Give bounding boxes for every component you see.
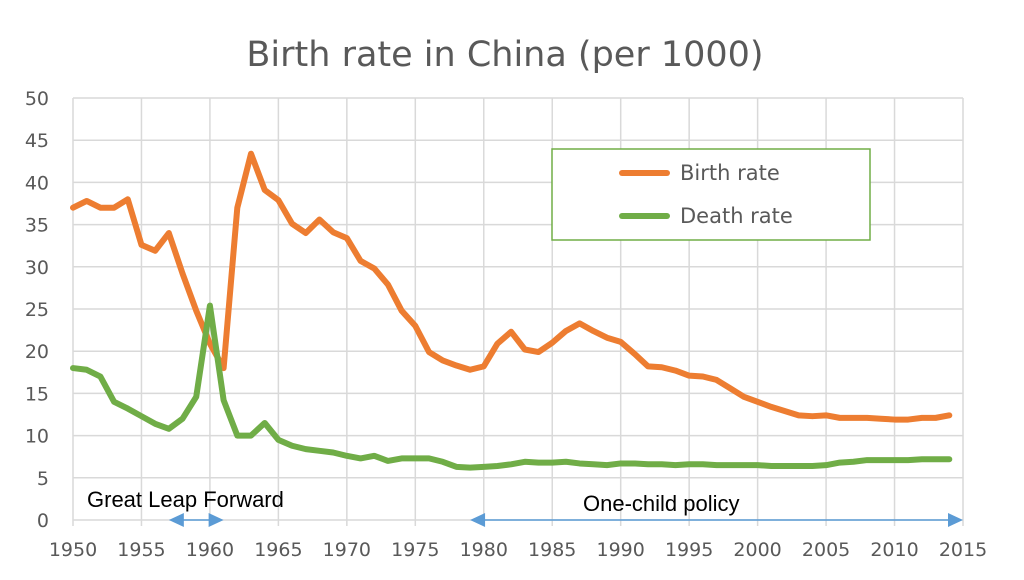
y-tick-label: 5 [37, 468, 49, 490]
x-tick-label: 1950 [49, 539, 97, 561]
y-tick-label: 40 [25, 172, 49, 194]
x-tick-label: 1985 [528, 539, 576, 561]
y-tick-label: 10 [25, 426, 49, 448]
x-tick-label: 1980 [460, 539, 508, 561]
x-tick-label: 1970 [323, 539, 371, 561]
y-tick-label: 0 [37, 510, 49, 532]
x-tick-label: 1955 [117, 539, 165, 561]
legend-box [551, 148, 871, 241]
x-tick-label: 2000 [733, 539, 781, 561]
y-tick-label: 20 [25, 341, 49, 363]
x-tick-label: 2010 [870, 539, 918, 561]
y-tick-label: 50 [25, 88, 49, 110]
arrow-left-icon [168, 513, 184, 527]
y-tick-label: 35 [25, 215, 49, 237]
arrow-right-icon [948, 513, 963, 527]
x-tick-label: 1990 [597, 539, 645, 561]
gridlines [72, 97, 964, 526]
arrow-right-icon [208, 513, 224, 527]
legend-label-birth-rate: Birth rate [680, 161, 780, 185]
x-tick-label: 2015 [939, 539, 987, 561]
x-axis-ticks: 1950 1955 1960 1965 1970 1975 1980 1985 1990 1995… [49, 539, 987, 561]
annotations: Great Leap Forward One-child policy [87, 487, 963, 527]
x-tick-label: 1965 [254, 539, 302, 561]
x-tick-label: 1960 [186, 539, 234, 561]
x-tick-label: 1995 [665, 539, 713, 561]
arrow-left-icon [470, 513, 486, 527]
chart-title: Birth rate in China (per 1000) [246, 35, 763, 75]
y-tick-label: 30 [25, 257, 49, 279]
y-axis-ticks: 0 5 10 15 20 25 30 35 40 45 50 [25, 88, 49, 532]
annotation-great-leap-forward: Great Leap Forward [87, 487, 284, 512]
x-tick-label: 1975 [391, 539, 439, 561]
legend: Birth rate Death rate [551, 148, 871, 241]
x-tick-label: 2005 [802, 539, 850, 561]
y-tick-label: 45 [25, 130, 49, 152]
y-tick-label: 15 [25, 383, 49, 405]
series-lines [70, 150, 953, 471]
legend-label-death-rate: Death rate [680, 204, 793, 228]
y-tick-label: 25 [25, 299, 49, 321]
series-line-death-rate [70, 302, 953, 471]
annotation-one-child-policy: One-child policy [583, 491, 740, 516]
